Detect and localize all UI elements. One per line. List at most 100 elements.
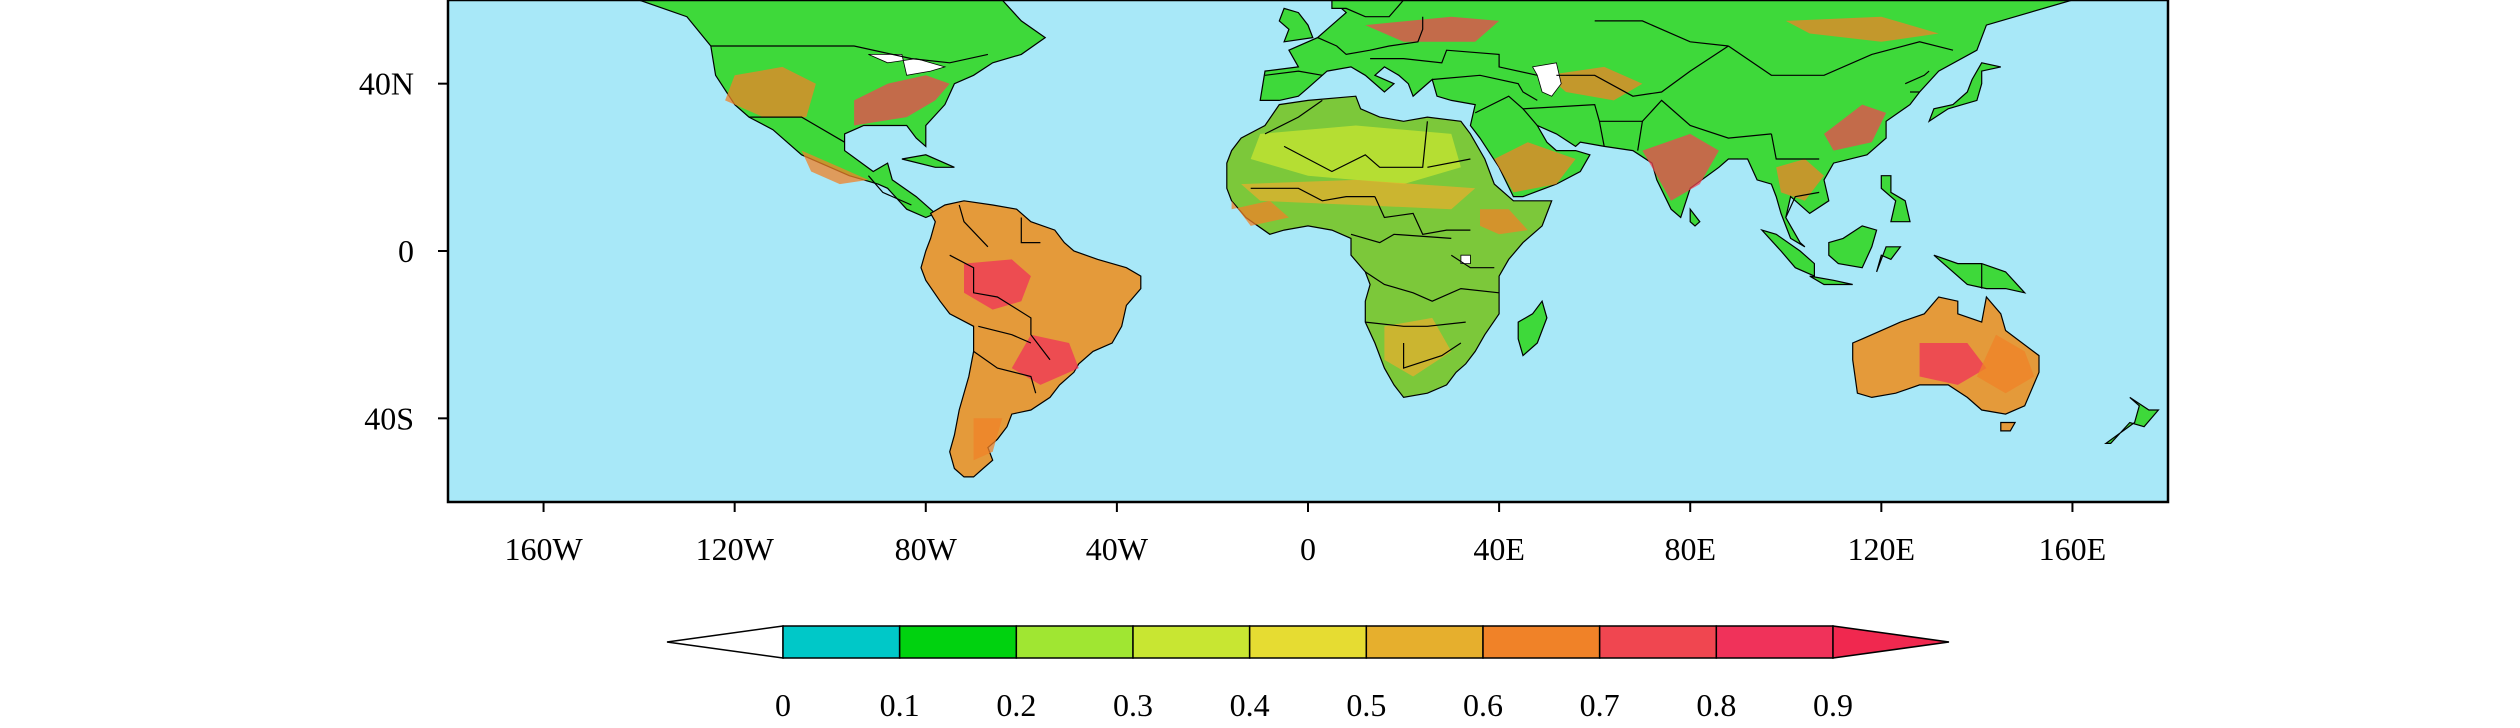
country-border xyxy=(1317,16,1424,56)
colorbar: 0 0.1 0.2 0.3 0.4 0.5 0.6 0.7 0.8 0.9 xyxy=(666,625,1950,723)
country-border xyxy=(973,350,1037,394)
country-border xyxy=(1264,99,1323,135)
country-border xyxy=(1594,20,1729,47)
colorbar-swatch xyxy=(1132,625,1251,659)
colorbar-label: 0 xyxy=(775,687,791,723)
country-border xyxy=(1402,342,1462,369)
country-border xyxy=(1556,45,1729,97)
country-border xyxy=(1364,271,1500,302)
value-area-russia-east xyxy=(1785,16,1939,42)
country-border xyxy=(1785,191,1820,218)
colorbar-label: 0.3 xyxy=(1113,687,1153,723)
colorbar-swatch xyxy=(1365,625,1484,659)
value-area-us-east xyxy=(854,75,950,126)
lon-tick-label: 160W xyxy=(504,531,583,567)
land-borneo xyxy=(1828,225,1878,269)
land-philippines xyxy=(1880,175,1911,223)
lat-tick-label: 40S xyxy=(364,400,414,436)
colorbar-swatch xyxy=(1715,625,1834,659)
country-border xyxy=(1370,49,1538,76)
value-area-se-asia xyxy=(1776,159,1824,201)
land-new-zealand xyxy=(2104,396,2160,444)
colorbar-label: 0.6 xyxy=(1463,687,1503,723)
colorbar-swatch xyxy=(1015,625,1134,659)
value-area-australia-east xyxy=(1976,334,2035,394)
lon-tick-label: 120W xyxy=(696,531,775,567)
colorbar-label: 0.7 xyxy=(1580,687,1620,723)
lon-tick-label: 160E xyxy=(2039,531,2107,567)
value-area-west-africa xyxy=(1231,200,1289,226)
value-area-mexico xyxy=(801,150,869,185)
colorbar-swatch xyxy=(1248,625,1368,659)
value-area-patagonia xyxy=(973,418,1003,461)
lon-tick-label: 40W xyxy=(1086,531,1149,567)
country-border xyxy=(958,204,989,248)
land-eurasia xyxy=(1259,0,2168,248)
country-border xyxy=(1432,74,1538,101)
country-border xyxy=(978,325,1032,344)
country-border xyxy=(867,175,912,206)
country-border xyxy=(1599,99,1772,139)
land-sulawesi xyxy=(1876,246,1902,273)
colorbar-label: 0.8 xyxy=(1696,687,1736,723)
value-area-us-west xyxy=(725,66,816,118)
lon-tick-label: 0 xyxy=(1300,531,1316,567)
country-border-layer xyxy=(710,0,1983,394)
lon-tick-label: 120E xyxy=(1848,531,1916,567)
country-border xyxy=(1374,196,1471,235)
longitude-axis: 160W 120W 80W 40W 0 40E 80E 120E 160E xyxy=(504,502,2106,567)
colorbar-over-arrow xyxy=(1832,625,1950,659)
country-border xyxy=(1904,70,1930,85)
land-sumatra xyxy=(1760,228,1816,278)
country-border xyxy=(1427,158,1471,168)
country-border xyxy=(1350,233,1452,244)
country-border xyxy=(1770,133,1820,160)
lake-layer xyxy=(868,54,1562,265)
lon-tick-label: 80E xyxy=(1664,531,1716,567)
land-java xyxy=(1809,275,1853,286)
colorbar-label: 0.4 xyxy=(1230,687,1270,723)
land-tasmania xyxy=(2000,421,2017,432)
lon-tick-label: 80W xyxy=(895,531,958,567)
colorbar-under-arrow xyxy=(666,625,784,659)
value-hotspot-layer xyxy=(725,16,2035,461)
lat-tick-label: 40N xyxy=(359,66,414,102)
land-sri-lanka xyxy=(1689,207,1701,227)
country-border xyxy=(1365,321,1466,327)
value-area-arabia xyxy=(1494,142,1576,193)
country-border xyxy=(1283,121,1428,173)
value-area-sahel xyxy=(1241,179,1476,210)
colorbar-swatch xyxy=(1598,625,1718,659)
colorbar-swatch xyxy=(782,625,901,659)
land-cuba xyxy=(901,154,955,168)
land-madagascar xyxy=(1517,299,1548,357)
country-border xyxy=(1450,254,1495,269)
value-area-australia-inner xyxy=(1919,343,1987,385)
lon-tick-label: 40E xyxy=(1473,531,1525,567)
country-border xyxy=(710,45,989,64)
country-border xyxy=(1728,41,1954,76)
value-area-southern-africa xyxy=(1384,317,1452,377)
country-border xyxy=(1522,103,1605,147)
country-border xyxy=(749,116,845,143)
value-area-sahara xyxy=(1250,125,1461,185)
value-area-ethiopia xyxy=(1480,209,1528,235)
lat-tick-label: 0 xyxy=(398,233,414,269)
land-japan xyxy=(1927,62,2001,123)
country-border xyxy=(1637,121,1643,151)
land-britain xyxy=(1278,7,1314,43)
land-scandinavia xyxy=(1331,0,1405,18)
value-area-europe-north xyxy=(1365,16,1500,42)
country-border xyxy=(1020,217,1041,244)
value-area-brazil-south xyxy=(1011,334,1079,385)
country-border xyxy=(1264,70,1323,76)
country-border xyxy=(1474,95,1538,126)
colorbar-label: 0.5 xyxy=(1346,687,1386,723)
colorbar-label: 0.2 xyxy=(996,687,1036,723)
value-area-amazon xyxy=(964,259,1031,310)
colorbar-swatch xyxy=(1482,625,1601,659)
value-area-india xyxy=(1642,133,1719,201)
country-border xyxy=(949,254,1051,361)
value-area-china-east xyxy=(1824,104,1887,151)
